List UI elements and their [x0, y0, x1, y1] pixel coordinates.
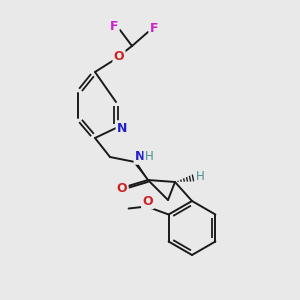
Text: O: O	[114, 50, 124, 64]
Text: N: N	[117, 122, 127, 134]
Polygon shape	[134, 161, 148, 180]
Text: O: O	[142, 195, 153, 208]
Text: H: H	[145, 149, 153, 163]
Text: N: N	[135, 151, 145, 164]
Text: H: H	[196, 170, 204, 184]
Text: O: O	[117, 182, 127, 194]
Text: F: F	[150, 22, 158, 34]
Text: F: F	[110, 20, 118, 32]
